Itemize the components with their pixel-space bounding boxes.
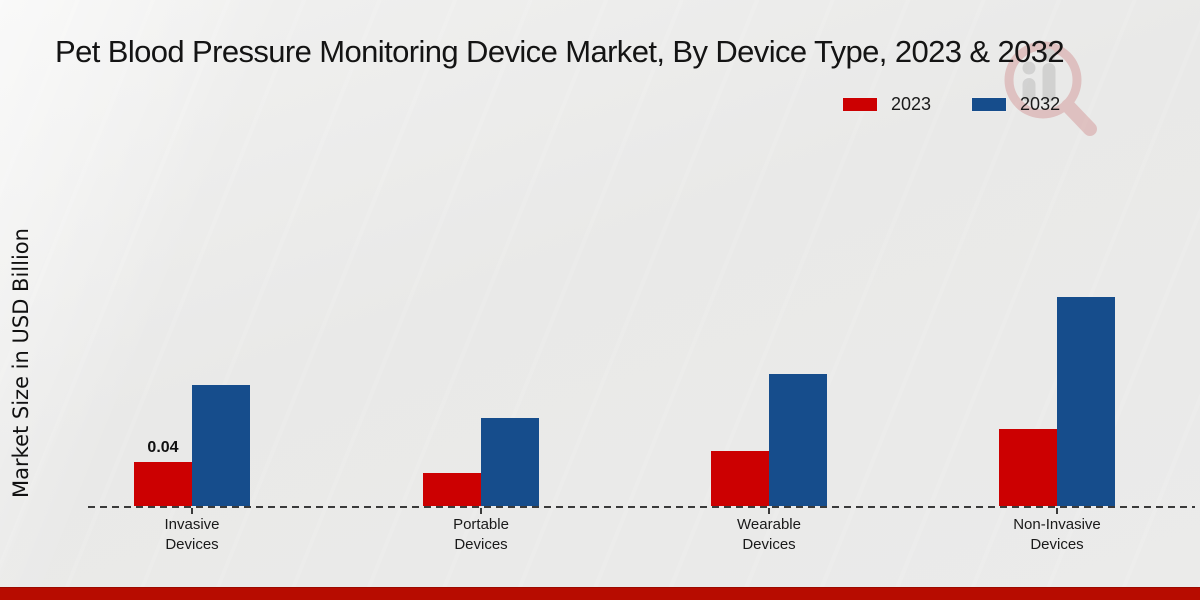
magnifier-logo-watermark	[1004, 41, 1097, 136]
x-axis-tick	[191, 508, 193, 514]
x-axis-tick	[480, 508, 482, 514]
category-label-invasive-devices: Invasive Devices	[164, 516, 220, 553]
legend-swatch	[971, 97, 1008, 112]
legend-label: 2032	[1020, 94, 1061, 114]
bar-2023-wearable-devices	[711, 451, 769, 506]
x-axis-tick	[1056, 508, 1058, 514]
legend: 2023 2032	[842, 94, 1060, 115]
legend-item-2023: 2023	[842, 94, 931, 115]
bar-2023-non-invasive-devices	[999, 429, 1057, 506]
bar-2032-portable-devices	[481, 418, 539, 506]
footer-stripe	[0, 587, 1200, 600]
bar-2032-wearable-devices	[769, 374, 827, 506]
legend-item-2032: 2032	[971, 94, 1060, 115]
data-label-2023-invasive-devices: 0.04	[147, 439, 179, 456]
bar-2023-portable-devices	[423, 473, 481, 506]
bar-2032-non-invasive-devices	[1057, 297, 1115, 506]
y-axis-label: Market Size in USD Billion	[9, 228, 33, 498]
bar-2023-invasive-devices	[134, 462, 192, 506]
chart-title: Pet Blood Pressure Monitoring Device Mar…	[55, 34, 1065, 69]
x-axis-tick	[768, 508, 770, 514]
category-label-wearable-devices: Wearable Devices	[737, 516, 801, 553]
legend-label: 2023	[891, 94, 932, 114]
category-label-non-invasive-devices: Non-Invasive Devices	[1013, 516, 1101, 553]
legend-swatch	[842, 97, 878, 112]
x-axis-baseline	[88, 506, 1195, 508]
bar-2032-invasive-devices	[192, 385, 250, 506]
category-label-portable-devices: Portable Devices	[453, 516, 509, 553]
